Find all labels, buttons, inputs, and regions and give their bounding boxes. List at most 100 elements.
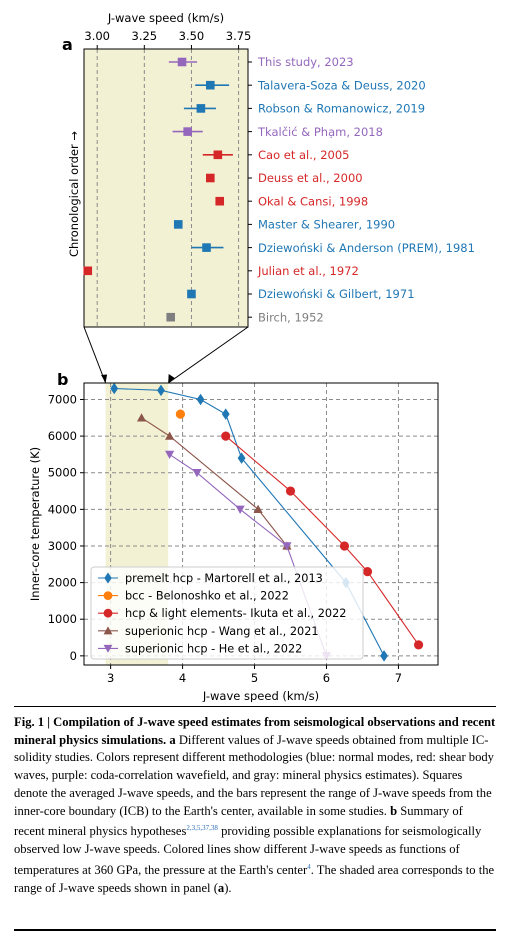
study-label: Dziewoński & Anderson (PREM), 1981 <box>258 241 475 255</box>
legend-marker <box>103 626 113 635</box>
caption-part-b-text2: providing possible explanations for seis… <box>14 824 482 877</box>
panel-a-y-axis-label: Chronological order → <box>67 131 81 257</box>
panel-b-legend: premelt hcp - Martorell et al., 2013 bcc … <box>90 566 364 660</box>
study-mean-marker <box>166 312 176 322</box>
study-label: Birch, 1952 <box>258 310 324 324</box>
connector-line-right <box>167 326 249 384</box>
series-line <box>141 417 288 547</box>
legend-label: premelt hcp - Martorell et al., 2013 <box>125 572 323 585</box>
legend-label: hcp & light elements- Ikuta et al., 2022 <box>125 607 346 620</box>
series-point <box>221 408 230 420</box>
connector-line-left <box>83 326 107 384</box>
series-point <box>165 431 175 440</box>
panel-a-letter: a <box>62 35 73 54</box>
series-point <box>196 393 205 406</box>
figure: a b 3.00 3.25 3.50 3.75J-wave speed (km/s)C… <box>28 11 475 702</box>
panel-b-frame <box>83 382 439 666</box>
study-label: Cao et al., 2005 <box>258 148 349 162</box>
series-point <box>285 486 296 496</box>
study-label: Deuss et al., 2000 <box>258 171 363 185</box>
panel-b-chart: 3 4 5 6 7 0 1000 2000 3000 4000 5000 6000 7000 J-wave… <box>28 382 439 702</box>
series-point <box>235 505 245 514</box>
study-label: Master & Shearer, 1990 <box>258 218 395 232</box>
series-point <box>413 640 424 650</box>
study-mean-marker <box>173 220 183 229</box>
series-point <box>175 409 186 419</box>
study-mean-marker <box>183 127 192 136</box>
caption-ref-link[interactable]: 2,3,5,37,38 <box>186 824 218 833</box>
x-tick-label: 3.75 <box>226 29 252 43</box>
y-tick-label: 3000 <box>48 539 77 553</box>
legend-marker <box>104 572 112 584</box>
caption-tail-panel: a <box>217 880 225 895</box>
legend-box <box>90 566 364 660</box>
series-point <box>157 384 165 397</box>
series-point <box>253 504 263 514</box>
study-label: This study, 2023 <box>257 55 354 69</box>
panel-a-chart: 3.00 3.25 3.50 3.75J-wave speed (km/s) Chron… <box>67 11 475 328</box>
study-mean-marker <box>215 196 225 206</box>
study-mean-marker <box>196 104 206 113</box>
y-tick-label: 7000 <box>48 392 77 406</box>
series-point <box>110 382 119 395</box>
caption-ref-link[interactable]: 4 <box>307 862 311 871</box>
series-point <box>136 413 147 422</box>
y-tick-label: 6000 <box>48 429 77 443</box>
study-label: Talavera-Soza & Deuss, 2020 <box>257 78 426 92</box>
caption-bottom-rule <box>14 929 496 931</box>
study-mean-marker <box>205 80 215 90</box>
y-tick-label: 0 <box>70 649 77 663</box>
study-mean-marker <box>205 173 215 183</box>
caption-part-a-text: Different values of J-wave speeds obtain… <box>14 732 494 818</box>
x-tick-label: 7 <box>395 671 402 685</box>
panel-b-y-axis-label: Inner-core temperature (K) <box>28 447 42 601</box>
connector-arrowhead-left <box>101 374 108 383</box>
series-point <box>165 450 175 460</box>
study-mean-marker <box>202 243 211 252</box>
panel-a-shaded-background <box>84 49 248 327</box>
legend-marker <box>103 644 113 653</box>
panel-a-frame <box>83 48 249 328</box>
caption-part-a-label: a <box>169 732 176 747</box>
panel-a-x-axis-label: J-wave speed (km/s) <box>107 11 224 25</box>
y-tick-label: 1000 <box>48 612 77 626</box>
caption-tail-end: ). <box>224 880 232 895</box>
y-tick-label: 4000 <box>48 502 77 516</box>
panel-connector-arrows <box>83 326 249 384</box>
caption-part-b-label: b <box>390 803 398 818</box>
series-point <box>221 431 231 441</box>
panel-b-x-axis-label: J-wave speed (km/s) <box>202 689 319 702</box>
legend-label: superionic hcp - He et al., 2022 <box>125 642 302 655</box>
study-mean-marker <box>177 57 187 67</box>
series-point <box>380 650 388 662</box>
x-tick-label: 5 <box>251 671 258 685</box>
x-tick-label: 3.50 <box>179 29 205 43</box>
caption-top-rule <box>14 706 496 707</box>
study-mean-marker <box>187 289 196 299</box>
caption-tail: . The shaded area corresponds to the ran… <box>14 863 495 895</box>
study-mean-marker <box>83 266 93 276</box>
series-point <box>362 567 373 577</box>
legend-marker <box>103 608 113 618</box>
x-tick-label: 6 <box>323 671 330 685</box>
x-tick-label: 3.00 <box>84 29 110 43</box>
caption-part-b-text: Summary of recent mineral physics hypoth… <box>14 803 463 839</box>
caption-lead: Fig. 1 | Compilation of J-wave speed est… <box>14 715 496 747</box>
series-point <box>237 452 246 464</box>
x-tick-label: 3.25 <box>132 29 158 43</box>
legend-label: superionic hcp - Wang et al., 2021 <box>125 625 319 638</box>
study-label: Dziewoński & Gilbert, 1971 <box>258 287 415 301</box>
connector-arrowhead-right <box>168 374 175 383</box>
figure-caption: Fig. 1 | Compilation of J-wave speed est… <box>14 714 496 897</box>
study-mean-marker <box>213 150 223 160</box>
series-point <box>282 542 292 551</box>
study-label: Julian et al., 1972 <box>257 264 359 278</box>
study-label: Tkalčić & Phạm, 2018 <box>257 125 383 139</box>
panel-b-letter: b <box>57 370 68 389</box>
y-tick-label: 5000 <box>48 466 77 480</box>
x-tick-label: 3 <box>107 671 114 685</box>
series-point <box>339 541 350 551</box>
study-label: Okal & Cansi, 1998 <box>258 194 368 208</box>
legend-marker <box>103 591 113 600</box>
series-point <box>192 469 202 478</box>
